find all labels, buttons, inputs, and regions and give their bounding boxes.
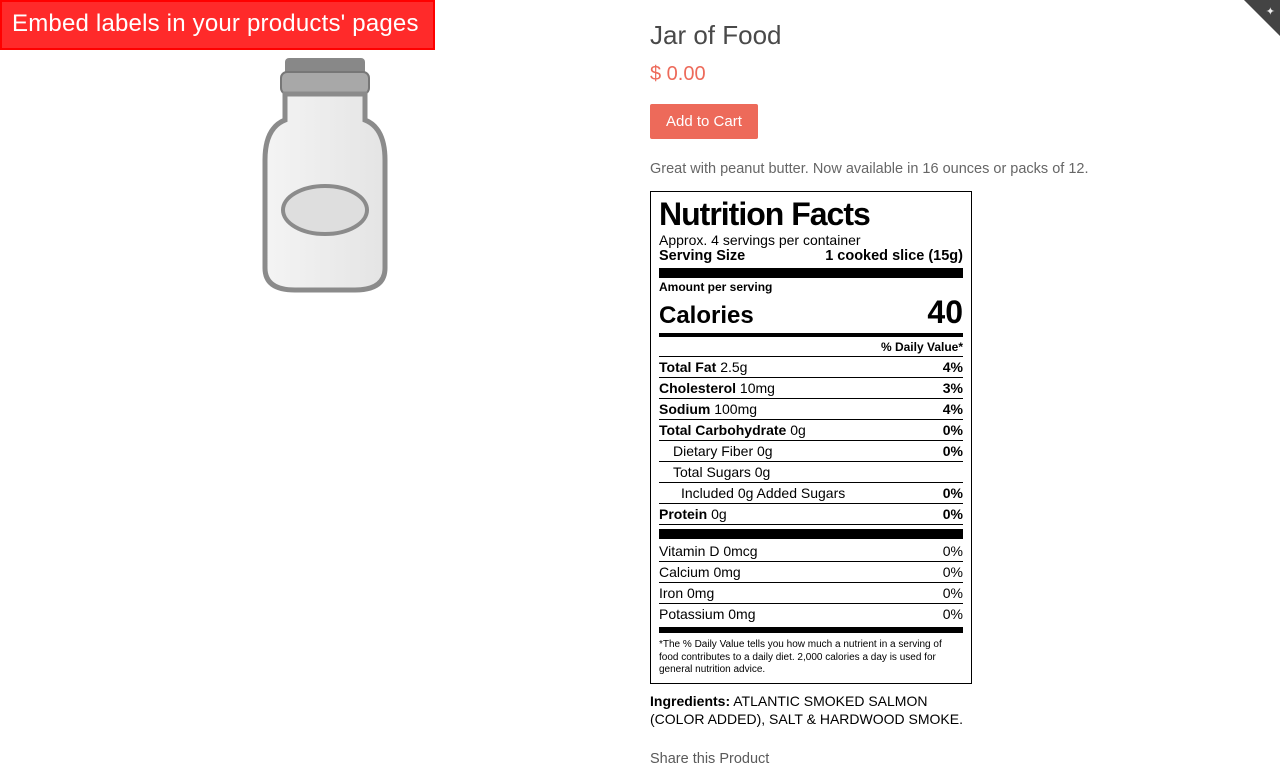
nfl-row-dv: 0% [943,485,963,501]
nfl-dv-header: % Daily Value* [659,337,963,357]
divider-bar [659,268,963,278]
jar-icon [235,50,415,300]
product-image-column [0,10,650,767]
nfl-row-label: Sodium 100mg [659,401,757,417]
divider-bar [659,627,963,633]
nfl-row-dv: 4% [943,401,963,417]
nfl-vitamin-dv: 0% [943,543,963,559]
product-details: Jar of Food $ 0.00 Add to Cart Great wit… [650,10,1270,767]
nfl-row-label: Cholesterol 10mg [659,380,775,396]
nfl-serving-size-row: Serving Size 1 cooked slice (15g) [659,248,963,264]
promo-banner: Embed labels in your products' pages [0,0,435,50]
product-image [235,50,415,305]
nfl-serving-size-label: Serving Size [659,248,745,264]
product-description: Great with peanut butter. Now available … [650,161,1270,177]
nfl-vitamin-row: Vitamin D 0mcg 0% [659,541,963,562]
nfl-calories-label: Calories [659,302,754,330]
nfl-row: Total Fat 2.5g 4% [659,357,963,378]
product-title: Jar of Food [650,20,1270,51]
nfl-row-label: Total Fat 2.5g [659,359,747,375]
nfl-vitamin-label: Iron 0mg [659,585,714,601]
product-page: Jar of Food $ 0.00 Add to Cart Great wit… [0,0,1280,767]
nfl-serving-size-value: 1 cooked slice (15g) [825,248,963,264]
gear-icon[interactable]: ✦ [1266,5,1275,18]
nutrition-facts-label: Nutrition Facts Approx. 4 servings per c… [650,191,972,684]
share-heading: Share this Product [650,751,1270,767]
nfl-row: Included 0g Added Sugars 0% [659,483,963,504]
nfl-row: Total Sugars 0g [659,462,963,483]
ingredients: Ingredients: ATLANTIC SMOKED SALMON (COL… [650,692,972,730]
nfl-row-label: Total Carbohydrate 0g [659,422,806,438]
nfl-row-label: Protein 0g [659,506,727,522]
nfl-calories-value: 40 [927,294,963,331]
divider-bar [659,529,963,539]
nfl-row: Dietary Fiber 0g 0% [659,441,963,462]
nfl-vitamin-label: Calcium 0mg [659,564,741,580]
nfl-row-dv: 0% [943,443,963,459]
nfl-vitamin-dv: 0% [943,585,963,601]
nfl-row: Protein 0g 0% [659,504,963,525]
nfl-vitamin-label: Potassium 0mg [659,606,755,622]
nfl-nutrient-rows: Total Fat 2.5g 4% Cholesterol 10mg 3% Sodium… [659,357,963,525]
nfl-row-label: Included 0g Added Sugars [659,485,845,501]
nfl-row-label: Total Sugars 0g [659,464,770,480]
nfl-servings-per: Approx. 4 servings per container [659,232,963,248]
product-price: $ 0.00 [650,63,1270,86]
nfl-calories-row: Calories 40 [659,294,963,337]
nfl-heading: Nutrition Facts [659,198,963,230]
nfl-footnote: *The % Daily Value tells you how much a … [659,635,963,677]
nfl-vitamin-rows: Vitamin D 0mcg0%Calcium 0mg0%Iron 0mg0%P… [659,541,963,624]
nfl-row-dv: 3% [943,380,963,396]
nfl-row-label: Dietary Fiber 0g [659,443,773,459]
nfl-row: Total Carbohydrate 0g 0% [659,420,963,441]
nfl-vitamin-label: Vitamin D 0mcg [659,543,758,559]
nfl-row: Cholesterol 10mg 3% [659,378,963,399]
nfl-vitamin-dv: 0% [943,606,963,622]
nfl-vitamin-row: Potassium 0mg 0% [659,604,963,624]
nfl-row: Sodium 100mg 4% [659,399,963,420]
nfl-row-dv: 4% [943,359,963,375]
nfl-vitamin-dv: 0% [943,564,963,580]
ingredients-label: Ingredients: [650,693,730,709]
nfl-row-dv: 0% [943,506,963,522]
nfl-vitamin-row: Iron 0mg 0% [659,583,963,604]
nfl-amount-per-serving: Amount per serving [659,280,963,294]
nfl-row-dv: 0% [943,422,963,438]
promo-banner-text: Embed labels in your products' pages [12,10,419,37]
nfl-vitamin-row: Calcium 0mg 0% [659,562,963,583]
add-to-cart-button[interactable]: Add to Cart [650,104,758,139]
